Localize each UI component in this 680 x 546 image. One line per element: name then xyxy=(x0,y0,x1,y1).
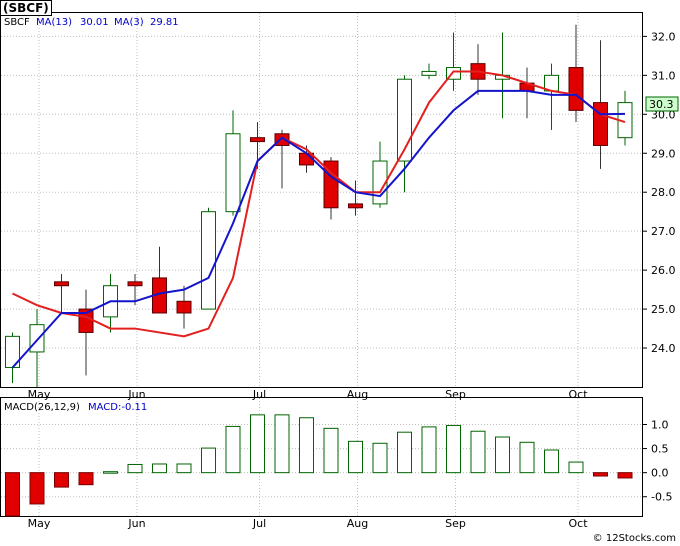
macd-bar xyxy=(348,440,363,474)
macd-month-label: Jun xyxy=(127,517,145,530)
price-tick-label: 27.0 xyxy=(651,225,676,238)
price-month-label: Sep xyxy=(445,388,466,401)
price-tick-label: 24.0 xyxy=(651,342,676,355)
candle-body xyxy=(568,67,584,111)
price-tick-label: 26.0 xyxy=(651,264,676,277)
legend-ma-fast-label: MA(3) xyxy=(114,17,144,28)
copyright-label: © 12Stocks.com xyxy=(592,533,676,544)
candle-body xyxy=(250,137,265,143)
macd-bar xyxy=(103,471,118,474)
last-price-label: 30.3 xyxy=(649,98,674,111)
macd-legend-value: MACD:-0.11 xyxy=(88,402,147,413)
macd-bar xyxy=(470,430,486,474)
candle-body xyxy=(127,281,143,287)
last-price-box xyxy=(645,96,679,112)
candle-body xyxy=(348,203,363,209)
macd-tick-label: 0.0 xyxy=(651,467,669,480)
axis-ticks: 24.0 25.0 26.0 27.0 28.0 29.0 30.0 31.0 32.0 1.0 0… xyxy=(28,30,676,530)
candle-body xyxy=(54,281,69,287)
price-tick-label: 31.0 xyxy=(651,69,676,82)
candle-body xyxy=(446,67,461,80)
moving-averages xyxy=(11,70,626,369)
legend-ma-slow-value: 30.01 xyxy=(80,17,109,28)
macd-bar xyxy=(176,463,192,474)
macd-bar xyxy=(127,463,143,474)
macd-bar xyxy=(617,472,633,479)
macd-bar xyxy=(274,414,290,474)
candle-body xyxy=(593,102,608,146)
macd-month-label: Sep xyxy=(445,517,466,530)
price-tick-label: 29.0 xyxy=(651,147,676,160)
macd-bar xyxy=(299,417,314,474)
price-month-label: Oct xyxy=(568,388,588,401)
macd-bar xyxy=(544,449,559,474)
price-month-label: May xyxy=(28,388,51,401)
macd-bar xyxy=(446,424,461,474)
price-panel xyxy=(0,12,643,388)
macd-tick-label: 1.0 xyxy=(651,418,669,431)
candle-body xyxy=(176,300,192,314)
macd-month-label: Aug xyxy=(347,517,368,530)
macd-bar xyxy=(323,427,339,474)
price-tick-label: 32.0 xyxy=(651,30,676,43)
macd-bar xyxy=(421,426,437,474)
macd-bar xyxy=(29,472,45,505)
macd-legend-label: MACD(26,12,9) xyxy=(4,402,80,413)
macd-bar xyxy=(397,431,412,474)
macd-bar xyxy=(495,436,510,474)
candle-body xyxy=(421,70,437,76)
ma-slow-line xyxy=(11,89,626,369)
macd-bar xyxy=(225,425,241,474)
legend-ma-slow-label: MA(13) xyxy=(36,17,72,28)
macd-tick-label: -0.5 xyxy=(651,491,672,504)
macd-bar xyxy=(593,472,608,477)
price-tick-label: 30.0 xyxy=(651,108,676,121)
macd-tick-label: 0.5 xyxy=(651,443,669,456)
price-tick-label: 28.0 xyxy=(651,186,676,199)
price-month-label: Jul xyxy=(252,388,266,401)
macd-bar xyxy=(519,441,535,474)
legend-ma-fast-value: 29.81 xyxy=(150,17,179,28)
macd-bar xyxy=(201,447,216,474)
macd-bar xyxy=(5,472,20,517)
candle-body xyxy=(201,211,216,310)
macd-bar xyxy=(54,472,69,488)
candlesticks xyxy=(5,24,633,387)
macd-bar xyxy=(78,472,94,486)
macd-bar xyxy=(250,414,265,474)
candle-body xyxy=(29,324,45,353)
ma-fast-line xyxy=(12,70,626,338)
candle-body xyxy=(225,133,241,213)
macd-bar xyxy=(568,461,584,474)
macd-month-label: Jul xyxy=(252,517,266,530)
ticker-badge: (SBCF) xyxy=(0,0,52,16)
price-month-label: Jun xyxy=(127,388,145,401)
grid-lines xyxy=(1,13,642,516)
price-month-label: Aug xyxy=(347,388,368,401)
candle-body xyxy=(274,133,290,146)
macd-bar xyxy=(152,463,167,474)
macd-month-label: Oct xyxy=(568,517,588,530)
macd-bar xyxy=(372,442,388,474)
macd-bars xyxy=(5,414,633,517)
price-tick-label: 25.0 xyxy=(651,303,676,316)
legend-symbol: SBCF xyxy=(4,17,30,28)
macd-month-label: May xyxy=(28,517,51,530)
